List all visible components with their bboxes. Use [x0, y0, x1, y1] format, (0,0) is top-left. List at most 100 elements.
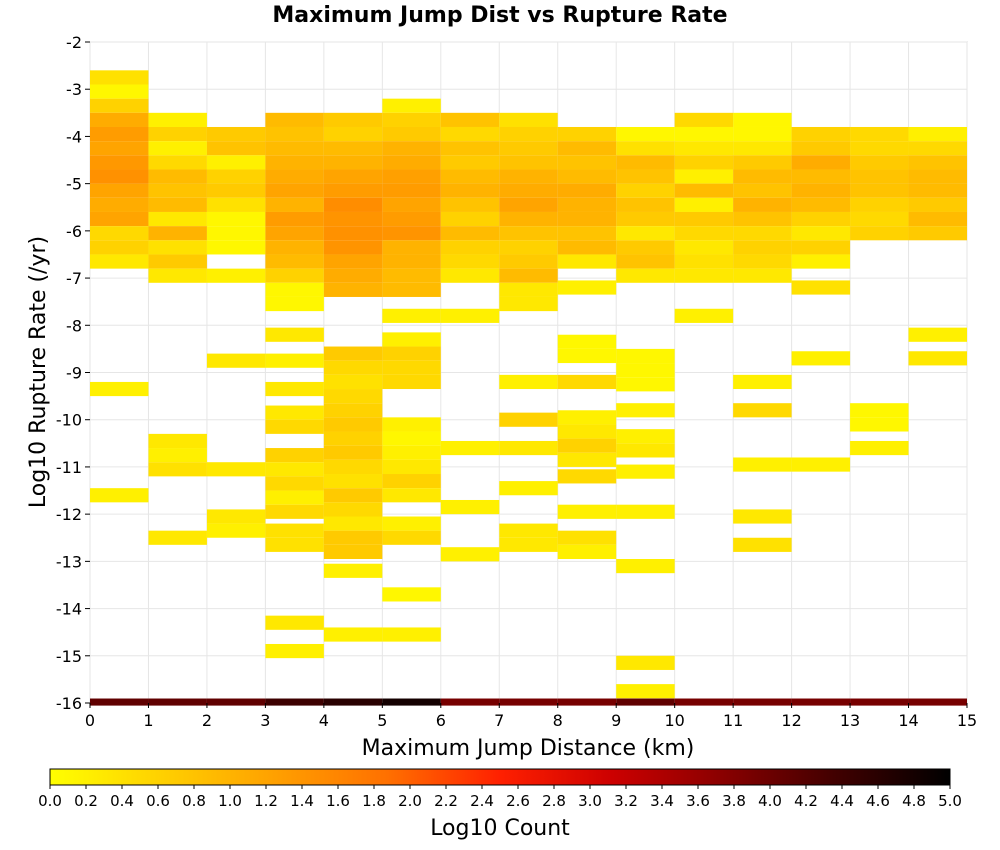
heatmap-cell: [265, 615, 324, 630]
y-tick-label: -15: [56, 647, 82, 666]
heatmap-cell: [382, 431, 441, 446]
y-tick-label: -14: [56, 600, 82, 619]
heatmap-cell: [206, 126, 266, 142]
heatmap-cell: [850, 417, 909, 432]
heatmap-cell: [265, 419, 324, 434]
heatmap-cell: [90, 155, 149, 170]
heatmap-cell: [265, 240, 324, 255]
heatmap-cell: [557, 211, 617, 227]
heatmap-cell: [440, 440, 500, 456]
heatmap-cell: [908, 211, 967, 227]
heatmap-cell: [674, 183, 734, 198]
colorbar-tick-label: 4.0: [758, 792, 782, 810]
heatmap-cell: [90, 488, 149, 503]
heatmap-cell: [733, 374, 792, 390]
colorbar-tick-label: 3.0: [578, 792, 602, 810]
heatmap-cell: [499, 211, 558, 227]
heatmap-cell: [206, 523, 266, 538]
heatmap-cell: [557, 530, 617, 545]
heatmap-cell: [265, 490, 324, 505]
heatmap-cell: [557, 183, 617, 198]
colorbar-tick-label: 3.8: [722, 792, 746, 810]
colorbar-tick-label: 4.2: [794, 792, 818, 810]
heatmap-cell: [557, 469, 617, 484]
heatmap-cell: [323, 530, 383, 545]
heatmap-cell: [733, 169, 792, 184]
heatmap-cell: [850, 440, 909, 456]
heatmap-cell-bottom-row: [499, 698, 558, 706]
heatmap-cell: [382, 360, 441, 375]
heatmap-cell: [557, 240, 617, 255]
heatmap-cell-bottom-row: [908, 698, 967, 706]
heatmap-cell: [90, 381, 149, 397]
heatmap-cell: [850, 126, 909, 142]
heatmap-cell: [382, 254, 441, 269]
heatmap-cell: [440, 183, 500, 198]
heatmap-cell: [265, 504, 324, 519]
heatmap-cell: [733, 403, 792, 418]
heatmap-cell: [908, 141, 967, 156]
heatmap-cell: [674, 155, 734, 170]
y-tick-label: -6: [66, 222, 82, 241]
heatmap-cell: [908, 126, 967, 142]
heatmap-cell: [206, 211, 266, 227]
heatmap-cell: [265, 126, 324, 142]
heatmap-cell: [791, 226, 851, 241]
heatmap-cell: [148, 197, 207, 212]
heatmap-cell: [148, 530, 207, 545]
heatmap-cell: [850, 141, 909, 156]
heatmap-cell: [674, 197, 734, 212]
heatmap-cell: [382, 211, 441, 227]
x-tick-label: 4: [319, 711, 329, 730]
heatmap-cell: [382, 155, 441, 170]
heatmap-cell: [674, 240, 734, 255]
heatmap-cell: [382, 374, 441, 390]
heatmap-cell: [616, 141, 675, 156]
y-tick-label: -8: [66, 316, 82, 335]
heatmap-cell: [557, 544, 617, 559]
heatmap-cell: [557, 141, 617, 156]
heatmap-cell: [616, 403, 675, 418]
heatmap-cell: [90, 226, 149, 241]
heatmap-cell: [323, 374, 383, 390]
heatmap-cell: [733, 226, 792, 241]
heatmap-cell: [440, 141, 500, 156]
heatmap-cell: [499, 481, 558, 496]
heatmap-cell: [499, 412, 558, 427]
heatmap-cell-bottom-row: [323, 698, 383, 706]
heatmap-cell: [206, 509, 266, 524]
colorbar-tick-label: 0.0: [38, 792, 62, 810]
heatmap-cell-bottom-row: [557, 698, 617, 706]
heatmap-cell: [557, 374, 617, 390]
heatmap-cell: [148, 462, 207, 477]
heatmap-cell: [674, 226, 734, 241]
heatmap-cell: [557, 424, 617, 439]
heatmap-cell: [616, 155, 675, 170]
heatmap-cell: [90, 70, 149, 85]
heatmap-cell: [674, 268, 734, 283]
heatmap-cell: [265, 169, 324, 184]
heatmap-cell: [206, 462, 266, 477]
heatmap-cell: [499, 141, 558, 156]
heatmap-cell: [265, 141, 324, 156]
colorbar-ticks: 0.0 0.2 0.4 0.6 0.8 1.0 1.2 1.4 1.6 1.8 2.0 2.2 2.4 2…: [38, 785, 962, 810]
x-tick-label: 0: [85, 711, 95, 730]
heatmap-cell: [557, 452, 617, 467]
heatmap-cell: [90, 211, 149, 227]
heatmap-cell: [616, 348, 675, 364]
heatmap-cell: [733, 197, 792, 212]
heatmap-cell: [440, 211, 500, 227]
heatmap-cell: [616, 240, 675, 255]
heatmap-cell: [908, 169, 967, 184]
heatmap-cell: [90, 126, 149, 142]
heatmap-cell: [90, 84, 149, 99]
colorbar-tick-label: 0.6: [146, 792, 170, 810]
heatmap-cell: [265, 462, 324, 477]
colorbar-tick-label: 2.6: [506, 792, 530, 810]
heatmap-cell: [148, 155, 207, 170]
heatmap-cell: [791, 351, 851, 366]
heatmap-cell: [557, 410, 617, 425]
heatmap-cell: [323, 516, 383, 531]
heatmap-cell: [382, 268, 441, 283]
colorbar-tick-label: 2.0: [398, 792, 422, 810]
